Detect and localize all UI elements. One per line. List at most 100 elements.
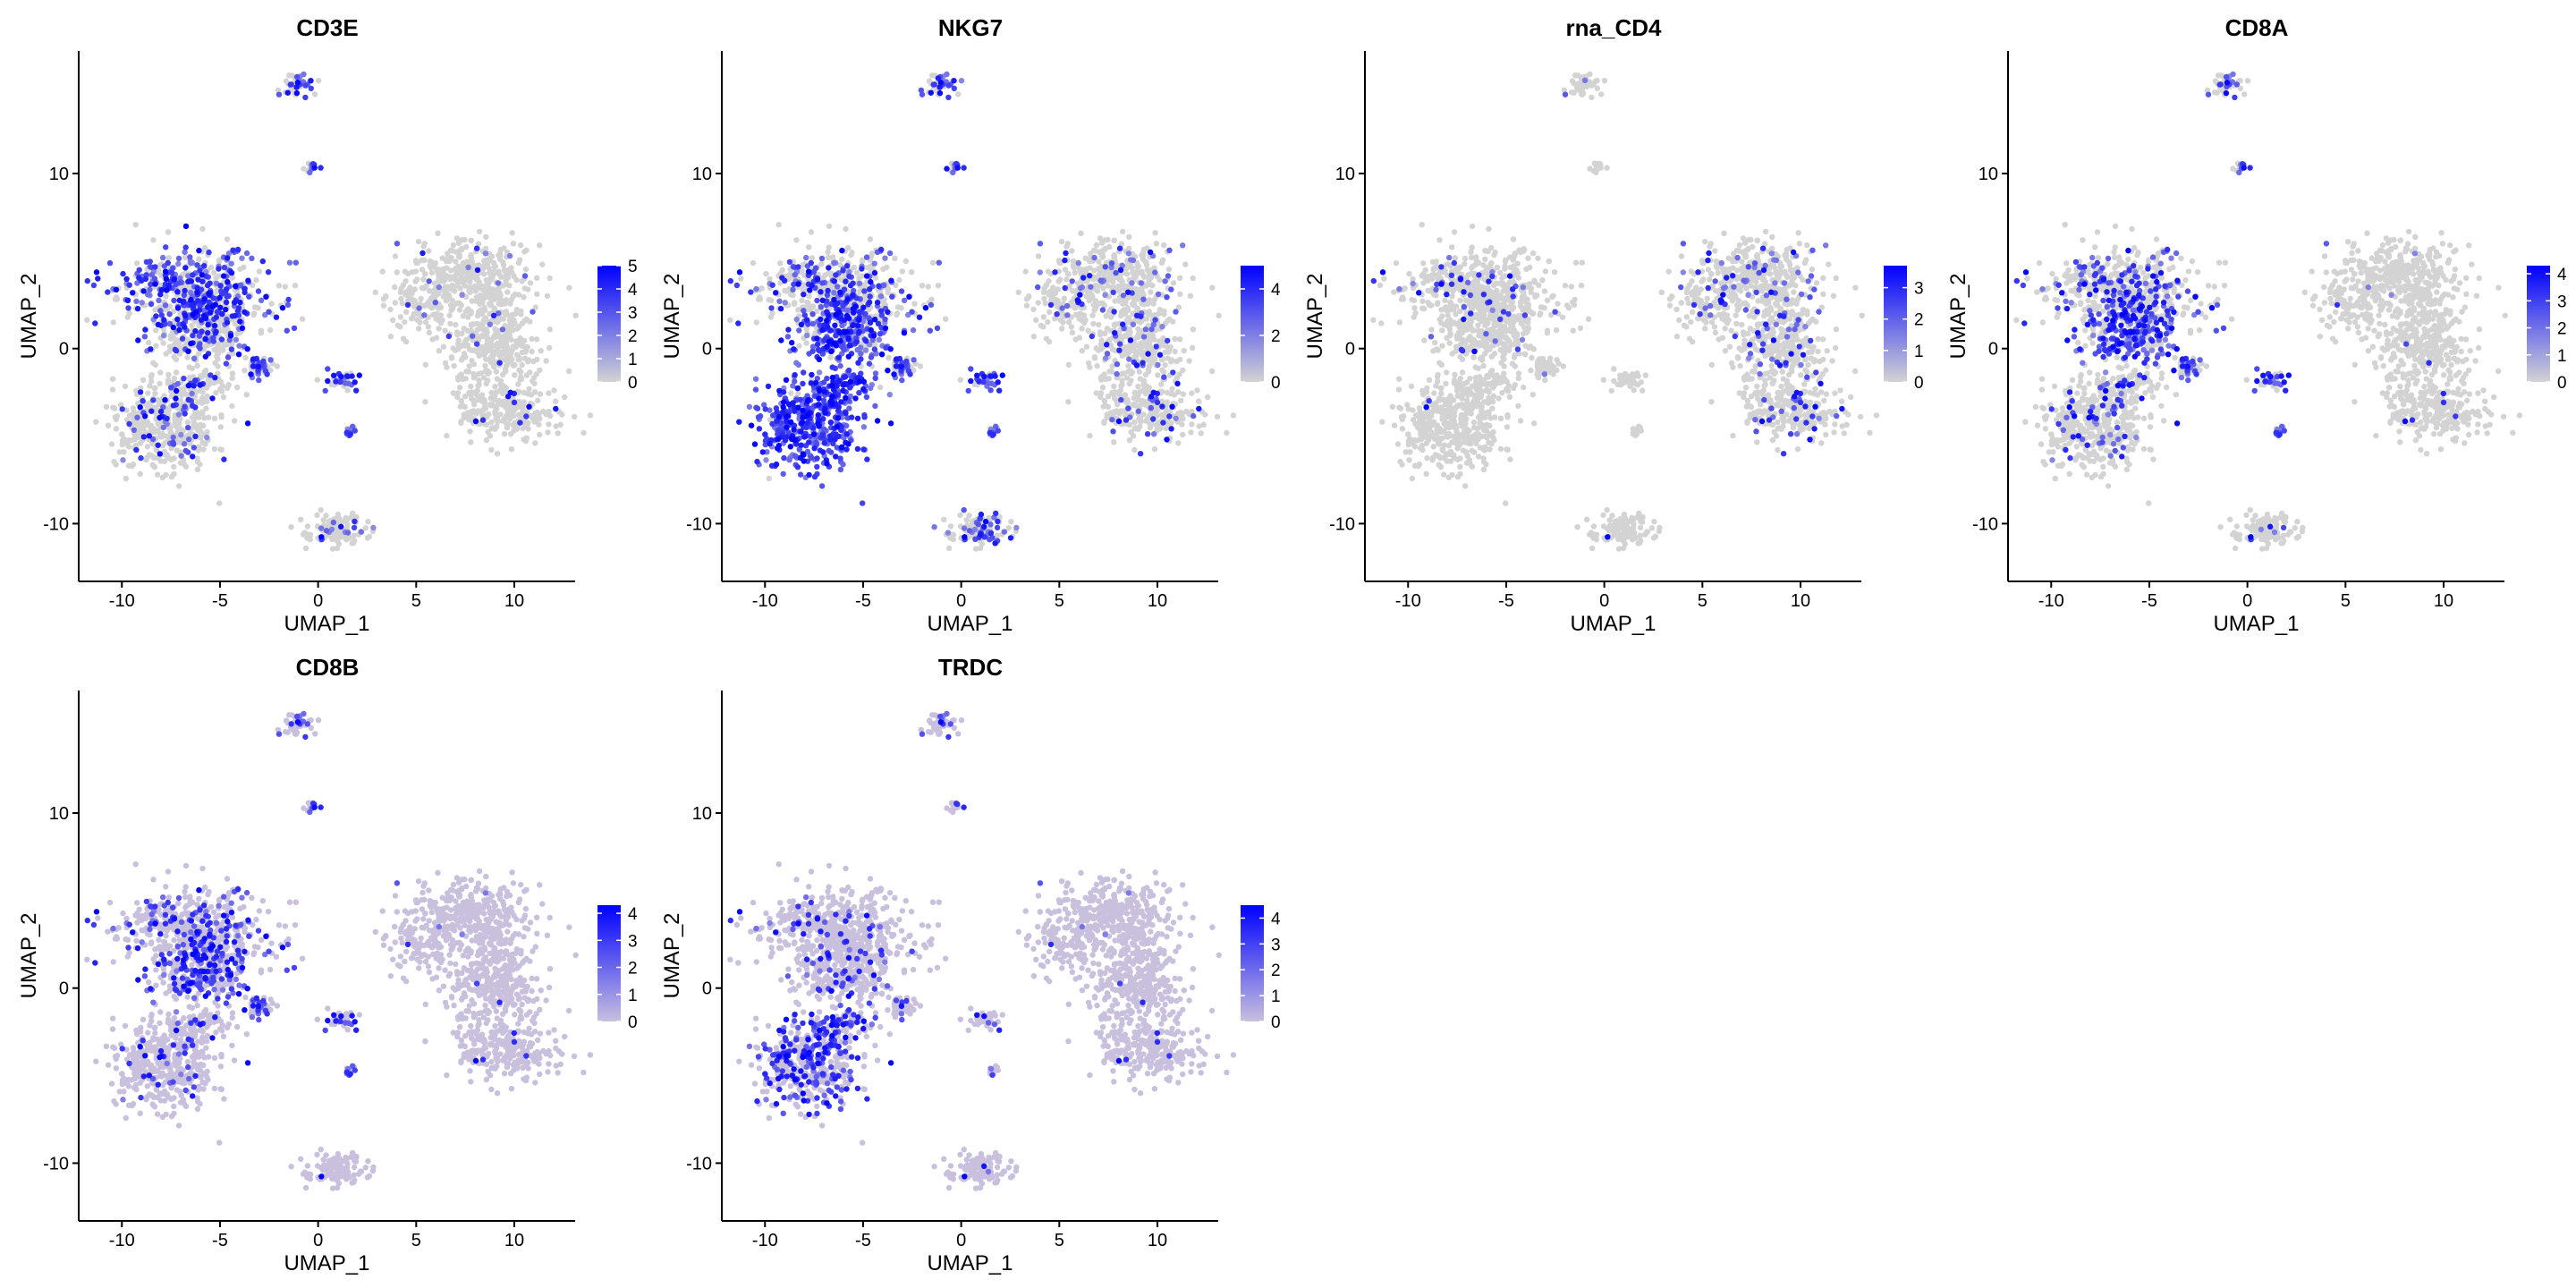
cell-point [152,464,157,470]
cell-point [488,395,494,401]
cell-point [1111,290,1116,295]
cell-point [1111,384,1116,389]
cell-point [1055,278,1061,284]
cell-point [1161,242,1166,248]
cell-point [836,355,842,360]
cell-point [1146,311,1151,317]
cell-point [861,288,867,293]
cell-point [1125,405,1131,411]
cell-point [447,321,453,326]
cell-point [1145,301,1150,306]
cell-point [546,390,551,395]
cell-point [1138,451,1143,456]
cell-point [911,327,916,333]
cell-point [819,483,825,488]
cell-point [136,275,141,280]
cell-point [760,449,766,454]
cell-point [991,432,996,437]
cell-point [996,379,1001,385]
cell-point [795,264,801,269]
cell-point [1076,260,1081,266]
cell-point [455,346,461,352]
cell-point [148,409,154,414]
cell-point [966,388,971,394]
cell-point [903,258,909,264]
cell-point [462,283,468,288]
cell-point [780,410,785,415]
cell-point [318,534,324,539]
cell-point [142,326,148,332]
cell-point [475,267,480,273]
cell-point [1178,410,1183,415]
cell-point [1085,328,1090,334]
cell-point [523,267,529,272]
x-axis-label: UMAP_1 [284,612,369,636]
cell-point [131,436,136,442]
cell-point [464,277,470,283]
cell-point [436,284,442,290]
cell-point [1097,394,1103,400]
cell-point [148,374,154,379]
cell-point [519,343,524,348]
cell-point [800,381,805,386]
cell-point [1178,398,1183,403]
cell-point [1100,385,1106,390]
cell-point [987,387,993,393]
cell-point [152,281,157,286]
cell-point [858,351,863,356]
cell-point [464,272,470,277]
cell-point [352,428,358,433]
cell-point [1166,267,1172,272]
cell-point [1118,267,1123,273]
cell-point [867,286,872,292]
cell-point [1173,309,1178,314]
cell-point [457,301,462,306]
cell-point [872,403,877,409]
cell-point [171,441,176,446]
cell-point [365,535,370,540]
cell-point [308,78,313,83]
cell-point [803,340,809,345]
cell-point [804,333,809,338]
cell-point [820,449,826,454]
cell-point [137,428,142,434]
cell-point [1045,319,1050,325]
cell-point [1196,399,1201,404]
cell-point [182,313,188,318]
cell-point [398,314,403,319]
cell-point [201,263,207,268]
cell-point [1159,412,1165,418]
cell-point [1065,271,1071,276]
cell-point [422,399,428,404]
cell-point [1132,426,1138,431]
cell-point [534,292,539,297]
cell-point [867,360,872,366]
cell-point [831,260,836,266]
cell-point [819,256,825,261]
cell-point [1066,362,1072,368]
cell-point [474,341,479,346]
cell-point [853,339,859,344]
cell-point [1189,390,1194,395]
cell-point [186,397,191,402]
cell-point [502,431,507,436]
cell-point [191,356,197,361]
cell-point [511,363,516,369]
cell-point [1173,416,1178,421]
cell-point [171,298,176,303]
cell-point [206,291,211,296]
cell-point [485,371,490,377]
cell-point [185,419,191,425]
cell-point [957,513,962,518]
cell-point [388,334,394,339]
cell-point [145,390,150,395]
cell-point [184,354,190,360]
legend-tick-label: 1 [628,351,638,369]
cell-point [536,421,541,427]
cell-point [446,255,452,260]
cell-point [178,460,183,465]
cell-point [503,357,508,362]
cell-point [1120,353,1125,359]
cell-point [1043,283,1048,288]
cell-point [216,266,221,271]
